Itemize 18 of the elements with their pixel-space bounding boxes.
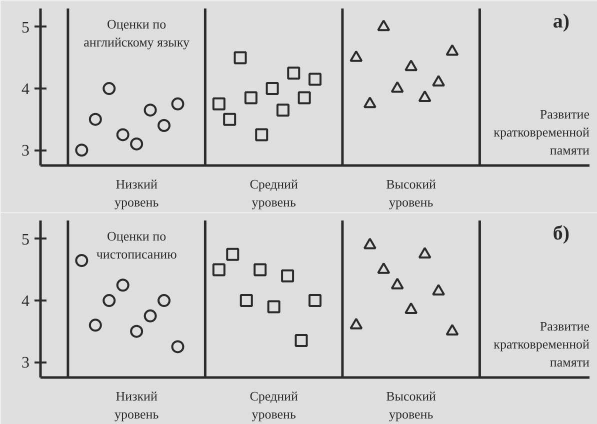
y-tick-label: 5 [22,231,30,248]
x-tick-label: Средний уровень [250,388,298,422]
y-tick-label: 4 [22,293,30,310]
x-tick-label: Низкий уровень [114,388,159,422]
y-tick-label: 3 [22,142,30,160]
x-tick-label: Низкий уровень [114,176,159,210]
x-axis-title: Развитие кратковременной памяти [494,318,590,370]
x-axis-title: Развитие кратковременной памяти [494,106,590,158]
chart-title: а) [552,10,570,32]
y-tick-label: 4 [22,81,30,98]
x-tick-label: Средний уровень [250,176,298,210]
y-axis-title: Оценки по английскому языку [84,16,190,50]
y-tick-label: 3 [22,354,30,372]
y-tick-label: 5 [22,19,30,36]
x-tick-label: Высокий уровень [386,388,436,422]
y-axis-title: Оценки по чистописанию [96,228,178,262]
chart-title: б) [552,222,570,244]
x-tick-label: Высокий уровень [386,176,436,210]
